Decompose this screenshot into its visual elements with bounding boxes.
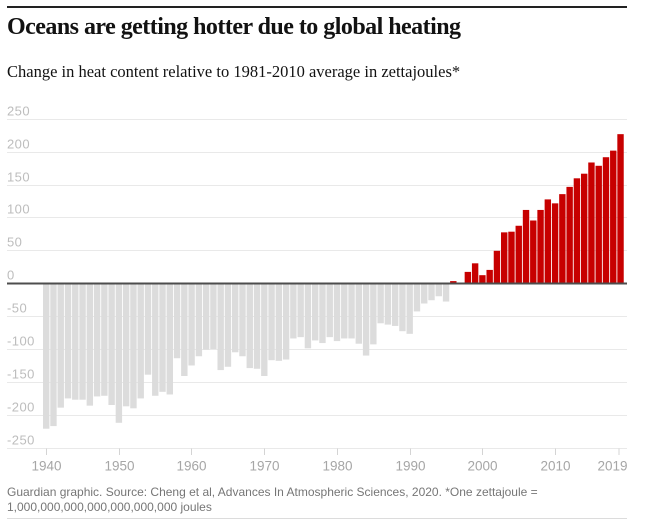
svg-text:-150: -150 — [7, 366, 35, 381]
svg-text:200: 200 — [7, 136, 30, 151]
svg-text:1950: 1950 — [104, 459, 134, 474]
svg-text:-200: -200 — [7, 399, 35, 414]
svg-text:2019: 2019 — [597, 459, 627, 474]
svg-text:2010: 2010 — [540, 459, 570, 474]
svg-text:1940: 1940 — [31, 459, 61, 474]
svg-text:1970: 1970 — [249, 459, 279, 474]
svg-text:2000: 2000 — [467, 459, 497, 474]
svg-text:1960: 1960 — [176, 459, 206, 474]
svg-text:50: 50 — [7, 234, 22, 249]
svg-text:-100: -100 — [7, 333, 35, 348]
svg-text:150: 150 — [7, 169, 30, 184]
svg-text:-250: -250 — [7, 432, 35, 447]
svg-text:100: 100 — [7, 201, 30, 216]
svg-text:0: 0 — [7, 268, 15, 283]
svg-text:250: 250 — [7, 103, 30, 118]
svg-text:-50: -50 — [7, 300, 27, 315]
svg-text:1980: 1980 — [322, 459, 352, 474]
svg-text:1990: 1990 — [395, 459, 425, 474]
